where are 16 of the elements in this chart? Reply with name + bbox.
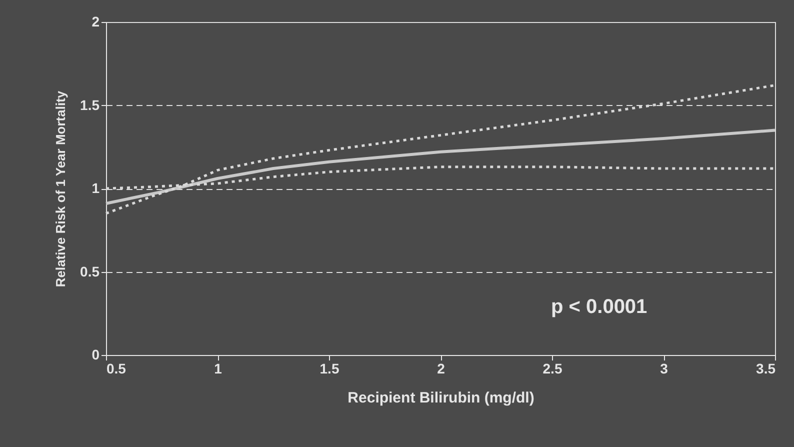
y-tick-label: 2 — [92, 14, 100, 30]
x-tick-label: 3 — [660, 360, 668, 376]
y-tick-label: 0 — [92, 346, 100, 362]
y-axis-title: Relative Risk of 1 Year Mortality — [53, 90, 68, 288]
y-tick-label: 1 — [92, 180, 100, 196]
y-tick-label: 0.5 — [80, 263, 100, 280]
line-series — [104, 128, 776, 205]
x-tick-label: 1.5 — [320, 360, 340, 376]
y-tick-label: 1.5 — [80, 96, 100, 113]
annotation: p < 0.0001 — [551, 296, 648, 318]
x-tick-label: 1 — [214, 360, 222, 376]
x-tick-label: 0.5 — [106, 360, 126, 376]
x-tick-label: 2.5 — [542, 360, 562, 376]
x-tick-label: 2 — [437, 360, 446, 376]
x-tick-label: 3.5 — [756, 360, 776, 376]
x-axis-title: Recipient Bilirubin (mg/dl) — [348, 390, 534, 406]
